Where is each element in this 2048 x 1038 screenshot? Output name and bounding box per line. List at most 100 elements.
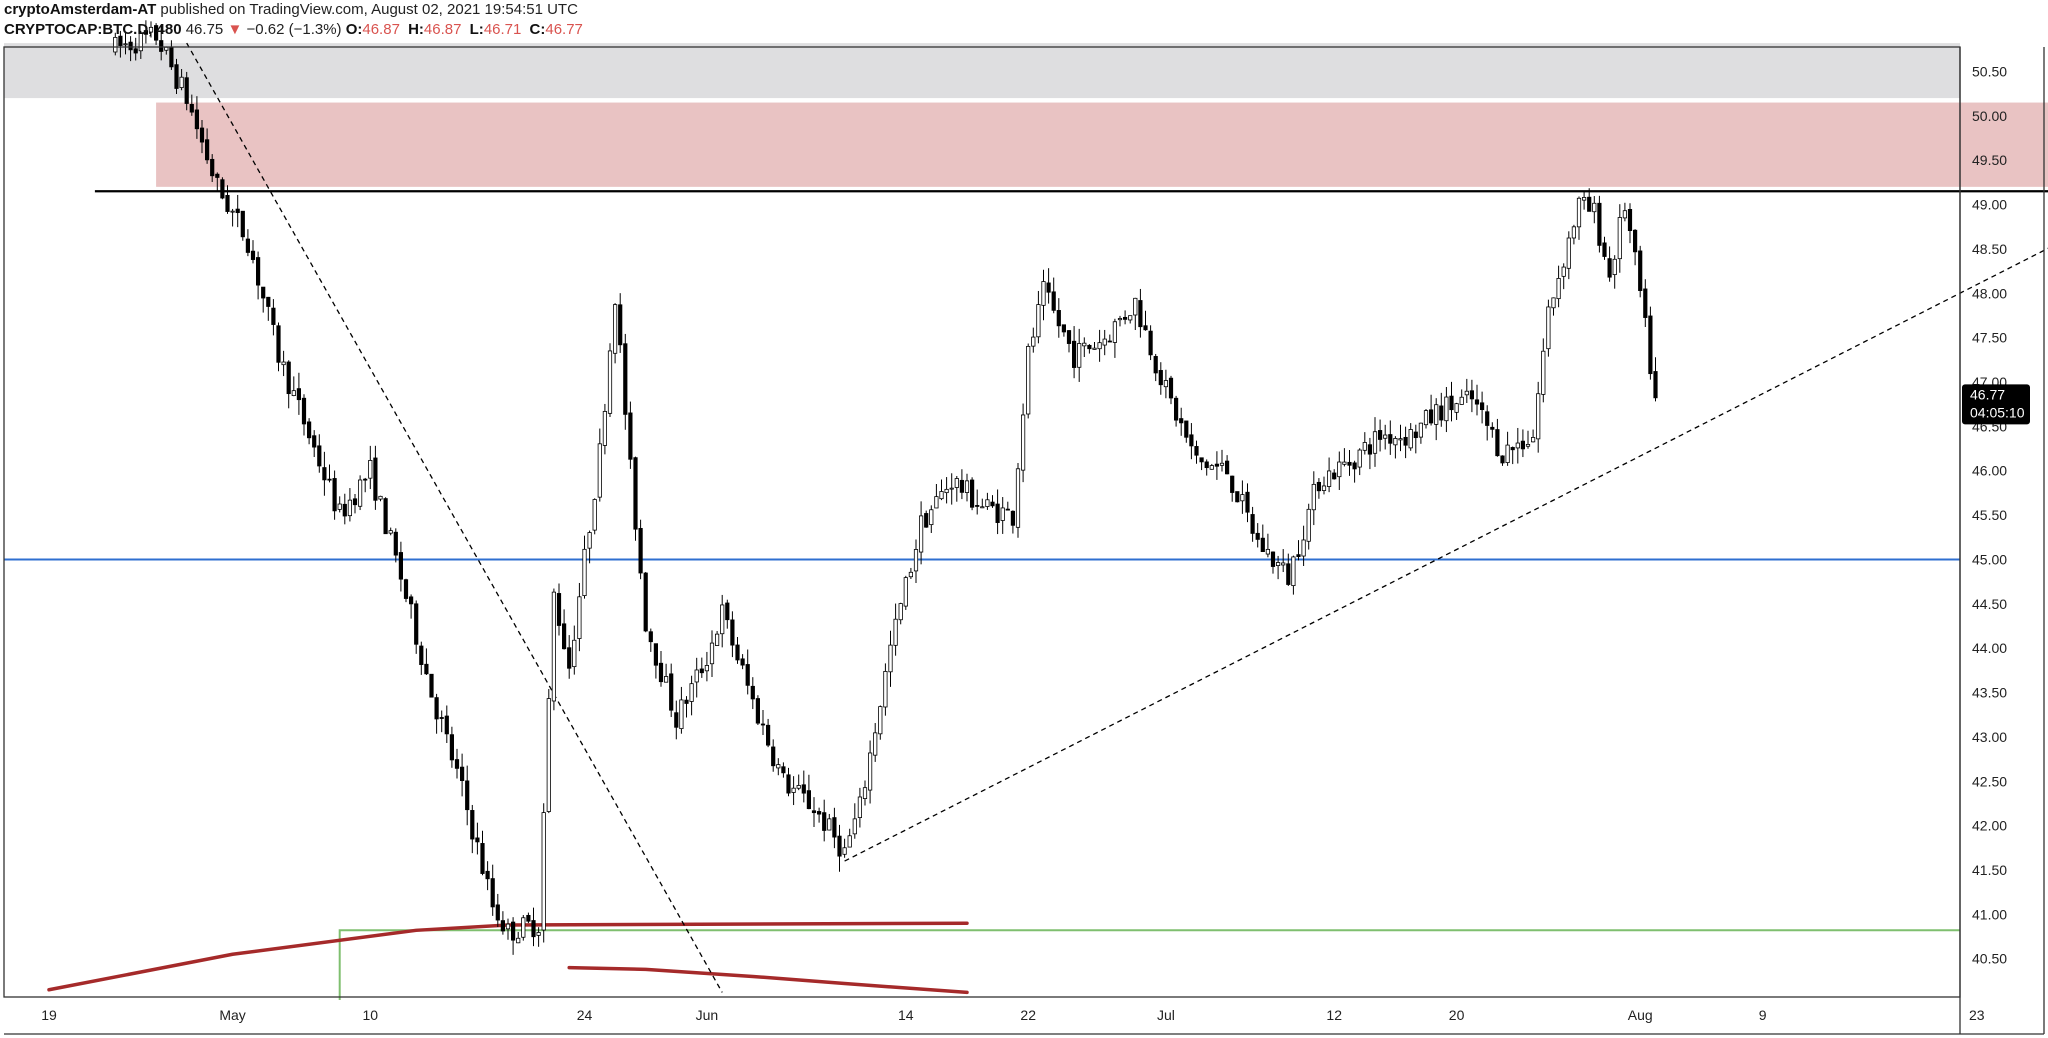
candle-body [1061, 324, 1066, 333]
candle-body [1423, 410, 1429, 426]
price-tick-label: 49.00 [1972, 197, 2007, 213]
candle-body [1490, 426, 1495, 430]
candle-body [791, 787, 796, 793]
last-price-label: 46.77 04:05:10 [1962, 384, 2030, 425]
ascending-trendline[interactable] [844, 222, 2048, 862]
candle-body [1168, 377, 1174, 399]
low-label: L: [469, 21, 484, 38]
candle-body [1245, 491, 1250, 513]
candle-body [1449, 395, 1454, 411]
candle-body [1622, 210, 1627, 219]
candle-body [567, 647, 572, 669]
candle-body [893, 618, 898, 646]
candle-body [1281, 562, 1286, 566]
candle-body [1250, 514, 1255, 534]
candle-body [857, 796, 863, 818]
open-label: O: [345, 21, 363, 38]
candle-body [250, 250, 256, 260]
candle-body [822, 812, 827, 831]
candle-body [1153, 356, 1158, 374]
candle-body [934, 496, 939, 509]
candle-body [398, 552, 404, 580]
candle-body [1520, 440, 1525, 450]
candle-body [1332, 472, 1337, 480]
candle-body [587, 532, 592, 549]
candle-body [1648, 315, 1653, 375]
candle-body [842, 847, 847, 855]
candle-body [138, 32, 143, 52]
candle-body [1230, 475, 1235, 493]
candle-body [551, 591, 557, 702]
candle-body [1036, 304, 1041, 338]
candle-body [1515, 442, 1520, 449]
candle-body [913, 549, 919, 572]
candle-body [1107, 340, 1112, 343]
price-axis[interactable]: 40.50 41.00 41.50 42.00 42.50 43.00 43.50 44.00… [1972, 64, 2007, 967]
candle-body [363, 478, 368, 481]
candle-body [664, 676, 669, 683]
descending-trendline[interactable] [186, 42, 723, 993]
price-tick-label: 45.00 [1972, 551, 2007, 567]
candle-body [388, 530, 393, 534]
candle-body [1510, 447, 1515, 451]
open-value: 46.87 [362, 21, 400, 38]
candle-body [434, 697, 439, 720]
candle-body [786, 774, 791, 794]
candle-body [801, 784, 806, 794]
high-value: 46.87 [423, 21, 462, 38]
candle-body [837, 835, 842, 857]
candle-body [980, 506, 985, 509]
candle-body [439, 717, 444, 719]
candle-body [643, 572, 648, 632]
candle-body [1352, 462, 1357, 470]
candle-body [327, 478, 332, 481]
candle-body [766, 724, 771, 746]
candle-body [1260, 537, 1265, 553]
moving-average-curve-upper[interactable] [47, 921, 969, 992]
green-box-line[interactable] [338, 929, 1960, 1000]
down-arrow-icon: ▼ [227, 21, 243, 38]
candle-body [1026, 345, 1031, 415]
candle-body [919, 515, 924, 553]
candle-body [475, 837, 480, 843]
candle-body [347, 499, 353, 517]
moving-average-curve-lower[interactable] [567, 965, 969, 995]
candle-body [485, 870, 490, 880]
candle-body [143, 30, 148, 35]
candle-body [1474, 399, 1480, 405]
candle-body [684, 699, 689, 704]
candle-body [883, 671, 888, 708]
candle-body [225, 194, 230, 212]
candle-body [638, 528, 643, 574]
candle-body [898, 603, 903, 621]
price-tick-label: 43.00 [1972, 729, 2007, 745]
candle-body [674, 712, 679, 728]
author-name[interactable]: cryptoAmsterdam-AT [4, 1, 157, 18]
candle-body [796, 785, 801, 789]
time-tick-label: 9 [1759, 1007, 1767, 1023]
candle-body [1000, 507, 1005, 521]
candle-body [526, 914, 531, 922]
price-tick-label: 50.00 [1972, 108, 2007, 124]
candle-body [240, 210, 245, 238]
candle-body [1051, 291, 1056, 311]
plot-area[interactable] [4, 47, 1960, 997]
candle-body [393, 531, 398, 556]
candle-body [602, 411, 608, 446]
candle-body [230, 210, 235, 213]
price-tick-label: 50.50 [1972, 64, 2007, 80]
candle-body [1321, 485, 1327, 491]
candle-body [1439, 405, 1444, 421]
candle-body [1597, 202, 1602, 246]
time-axis[interactable]: 19May1024Jun1422Jul1220Aug923Sep [41, 1007, 2048, 1023]
candle-body [847, 835, 852, 848]
candle-body [1633, 229, 1638, 253]
publish-info: published on TradingView.com, August 02,… [160, 1, 578, 18]
symbol-interval[interactable]: CRYPTOCAP:BTC.D, 480 [4, 21, 182, 38]
candle-body [408, 596, 414, 605]
candle-body [781, 766, 786, 774]
candle-body [189, 103, 194, 113]
candle-body [1204, 461, 1209, 469]
candle-body [1480, 402, 1485, 411]
candle-body [689, 683, 694, 702]
